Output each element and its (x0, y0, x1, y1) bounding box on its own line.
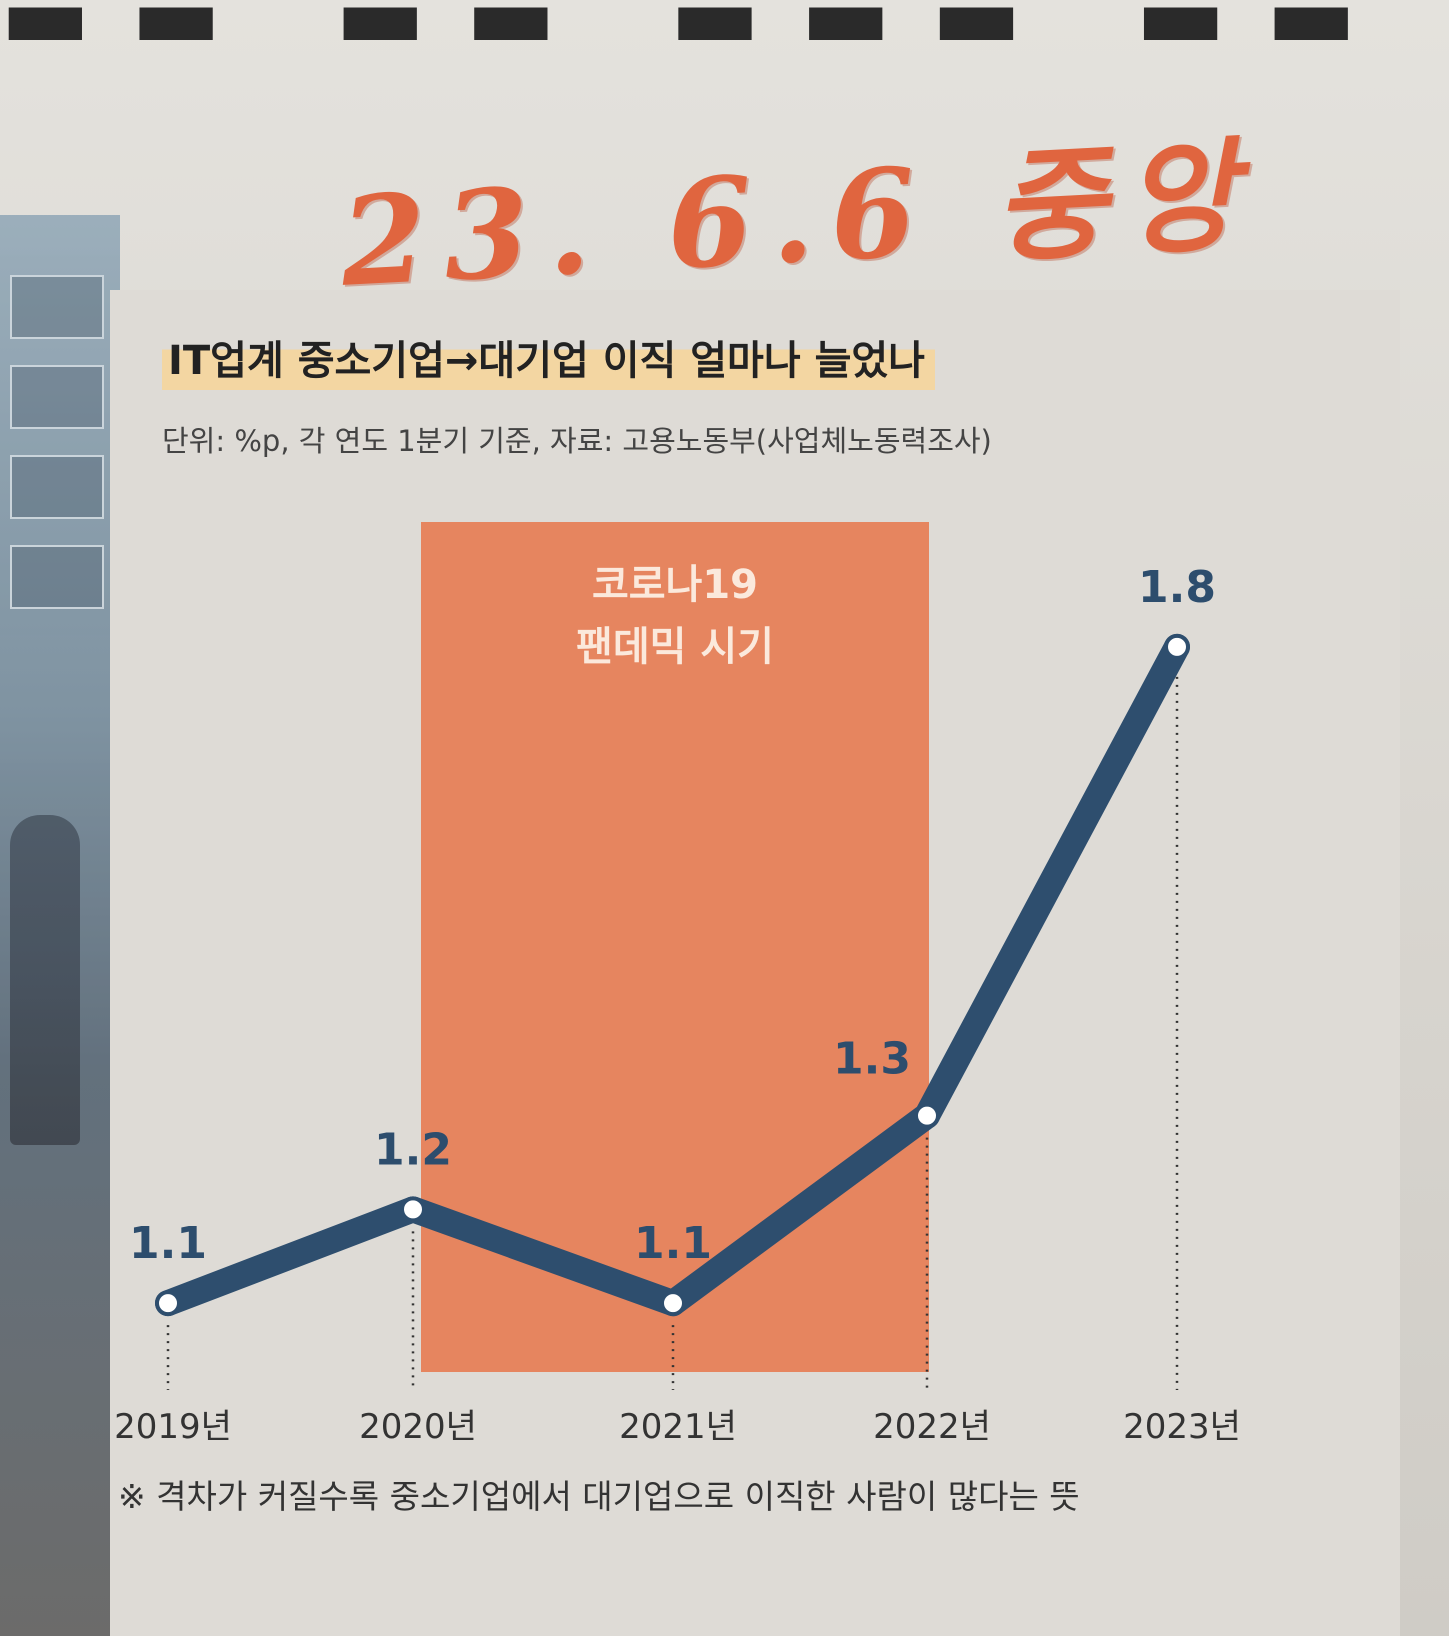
x-axis-labels: 2019년 2020년 2021년 2022년 2023년 (114, 1407, 1241, 1447)
data-label: 1.1 (129, 1218, 207, 1269)
data-points (155, 633, 1190, 1317)
window-shape (10, 365, 104, 429)
window-shape (10, 545, 104, 609)
window-shape (10, 455, 104, 519)
data-point (400, 1196, 426, 1223)
x-tick-label: 2023년 (1123, 1407, 1241, 1447)
data-point (914, 1102, 940, 1129)
chart-unit-source: 단위: %p, 각 연도 1분기 기준, 자료: 고용노동부(사업체노동력조사) (162, 424, 992, 458)
chart-footnote: ※ 격차가 커질수록 중소기업에서 대기업으로 이직한 사람이 많다는 뜻 (118, 1477, 1080, 1516)
pandemic-band-label: 팬데믹 시기 (576, 624, 774, 670)
data-label: 1.1 (634, 1218, 712, 1269)
x-tick-label: 2022년 (873, 1407, 991, 1447)
x-tick-label: 2020년 (359, 1407, 477, 1447)
data-labels: 1.1 1.2 1.1 1.3 1.8 (129, 562, 1216, 1269)
x-tick-label: 2021년 (619, 1407, 737, 1447)
data-point (1164, 633, 1190, 660)
chart-title: IT업계 중소기업→대기업 이직 얼마나 늘었나 (162, 332, 935, 390)
pedestrian-figure (10, 815, 80, 1145)
chart-graphic: IT업계 중소기업→대기업 이직 얼마나 늘었나 단위: %p, 각 연도 1분… (110, 290, 1400, 1636)
x-tick-label: 2019년 (114, 1407, 232, 1447)
window-shape (10, 275, 104, 339)
background-photo (0, 215, 120, 1636)
pandemic-band-label: 코로나19 (592, 562, 758, 608)
data-label: 1.8 (1138, 562, 1216, 613)
data-label: 1.3 (833, 1034, 911, 1085)
data-label: 1.2 (374, 1124, 452, 1175)
data-point (660, 1290, 686, 1317)
headline-fragment: ▬▬ ▬▬ ▬▬▬ ▬▬ (0, 0, 1449, 40)
guide-lines (166, 668, 1179, 1390)
data-point (155, 1290, 181, 1317)
